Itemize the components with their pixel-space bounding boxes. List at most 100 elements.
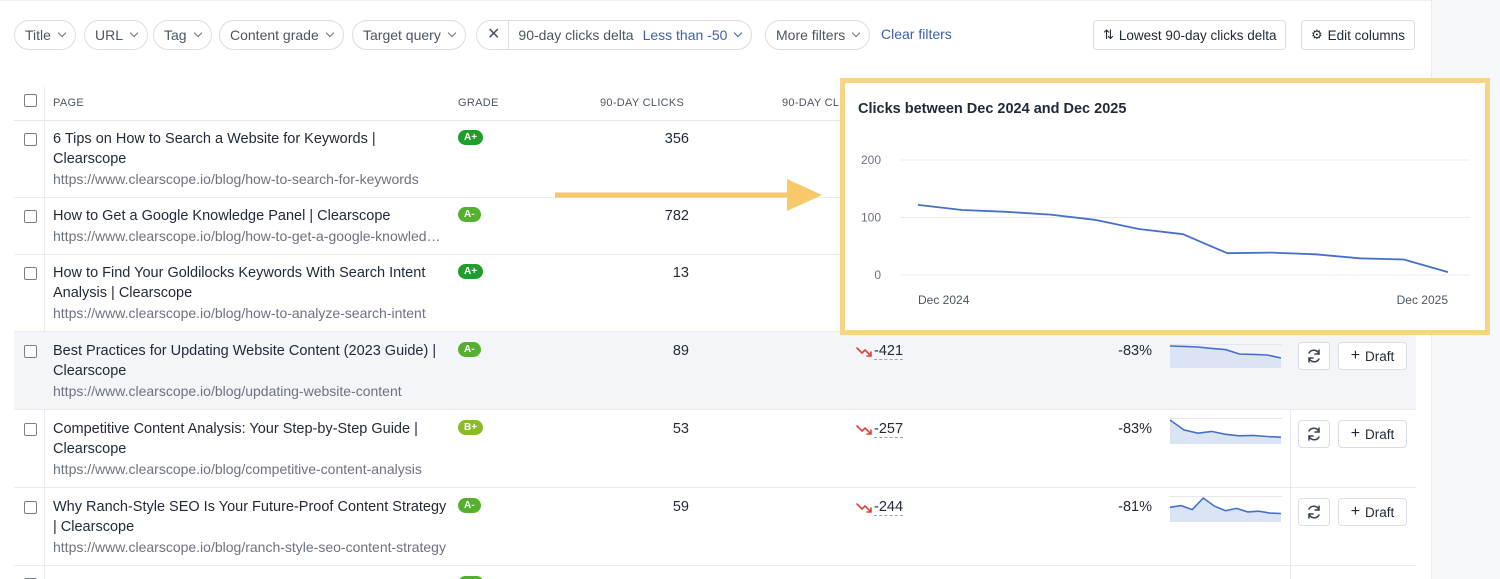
grade-badge: A- <box>458 207 481 222</box>
close-icon[interactable]: ✕ <box>487 26 501 43</box>
draft-button[interactable]: + Draft <box>1338 342 1407 370</box>
refresh-button[interactable] <box>1298 498 1330 526</box>
header-clicks[interactable]: 90-DAY CLICKS <box>600 97 685 109</box>
row-checkbox[interactable] <box>24 267 37 280</box>
active-filter-value: Less than -50 <box>642 27 728 43</box>
row-url[interactable]: https://www.clearscope.io/blog/updating-… <box>53 383 402 399</box>
tag-filter[interactable]: Tag <box>153 20 212 50</box>
sort-button-label: Lowest 90-day clicks delta <box>1118 27 1277 43</box>
sparkline <box>1169 496 1282 522</box>
row-checkbox[interactable] <box>24 133 37 146</box>
row-url[interactable]: https://www.clearscope.io/blog/competiti… <box>53 461 422 477</box>
table-row[interactable]: Best Practices for Updating Website Cont… <box>14 332 1416 410</box>
draft-label: Draft <box>1365 504 1395 520</box>
row-delta: -421 <box>856 343 904 360</box>
chevron-down-icon <box>193 28 202 38</box>
refresh-icon <box>1308 349 1320 363</box>
refresh-button[interactable] <box>1298 342 1330 370</box>
row-pct: -83% <box>1118 343 1152 359</box>
delta-value[interactable]: -257 <box>874 421 904 438</box>
chevron-down-icon <box>129 28 139 38</box>
draft-button[interactable]: + Draft <box>1338 498 1407 526</box>
row-clicks: 53 <box>672 421 689 437</box>
refresh-button[interactable] <box>1298 420 1330 448</box>
target-query-filter[interactable]: Target query <box>352 20 466 50</box>
content-grade-filter[interactable]: Content grade <box>219 20 344 50</box>
trend-down-icon <box>856 502 872 513</box>
content-grade-filter-label: Content grade <box>230 27 319 43</box>
row-title[interactable]: How to Get a Google Knowledge Panel | Cl… <box>53 208 391 224</box>
row-title[interactable]: 6 Tips on How to Search a Website for Ke… <box>53 131 376 167</box>
callout-arrow <box>555 179 822 211</box>
line-chart: 0 100 200 Dec 2024 Dec 2025 <box>861 153 1470 307</box>
y-tick-label: 0 <box>874 268 881 282</box>
row-title[interactable]: Competitive Content Analysis: Your Step-… <box>53 421 418 457</box>
header-page[interactable]: PAGE <box>53 97 84 109</box>
sparkline-area <box>1170 346 1281 368</box>
chevron-down-icon <box>447 28 457 38</box>
gear-icon: ⚙ <box>1311 27 1323 42</box>
sparkline-line <box>1169 419 1282 438</box>
y-tick-label: 100 <box>861 211 881 225</box>
more-filters-label: More filters <box>776 27 846 43</box>
table-row[interactable]: Why Ranch-Style SEO Is Your Future-Proof… <box>14 488 1416 566</box>
row-clicks: 782 <box>664 208 689 224</box>
row-checkbox[interactable] <box>24 345 37 358</box>
header-clicks-delta[interactable]: 90-DAY CL <box>782 97 840 109</box>
url-filter[interactable]: URL <box>84 20 149 50</box>
row-clicks: 356 <box>664 131 689 147</box>
sparkline <box>1169 418 1282 444</box>
row-delta: -244 <box>856 499 904 516</box>
table-row[interactable]: How to Get a Google Knowledge Panel | Cl… <box>14 198 1416 255</box>
active-filter-label: 90-day clicks delta <box>518 27 634 43</box>
row-url[interactable]: https://www.clearscope.io/blog/how-to-ge… <box>53 228 448 244</box>
clear-filters-link[interactable]: Clear filters <box>881 26 952 42</box>
table-row[interactable]: Competitive Content Analysis: Your Step-… <box>14 410 1416 488</box>
row-pct: -83% <box>1118 421 1152 437</box>
title-filter[interactable]: Title <box>14 20 76 50</box>
row-checkbox[interactable] <box>24 210 37 223</box>
sort-button[interactable]: ⇅ Lowest 90-day clicks delta <box>1093 20 1287 50</box>
row-title[interactable]: Why Ranch-Style SEO Is Your Future-Proof… <box>53 499 447 535</box>
grade-badge: A- <box>458 498 481 513</box>
chip-divider <box>508 21 510 49</box>
clicks-chart-popover: Clicks between Dec 2024 and Dec 2025 0 10… <box>840 78 1490 335</box>
edit-columns-label: Edit columns <box>1327 27 1405 43</box>
delta-value[interactable]: -421 <box>874 343 904 360</box>
sparkline-line <box>1169 496 1282 515</box>
table-row[interactable] <box>14 566 1416 579</box>
x-tick-label: Dec 2025 <box>1397 293 1449 307</box>
table-header: PAGE GRADE 90-DAY CLICKS 90-DAY CL <box>14 87 1416 121</box>
trend-down-icon <box>856 346 872 357</box>
row-clicks: 59 <box>672 499 689 515</box>
header-grade[interactable]: GRADE <box>458 97 499 109</box>
row-url[interactable]: https://www.clearscope.io/blog/how-to-se… <box>53 171 419 187</box>
active-filter-chip[interactable]: ✕ 90-day clicks delta Less than -50 <box>476 20 753 50</box>
draft-label: Draft <box>1365 426 1395 442</box>
row-pct: -81% <box>1118 499 1152 515</box>
chevron-down-icon <box>57 28 67 38</box>
title-filter-label: Title <box>25 27 51 43</box>
draft-button[interactable]: + Draft <box>1338 420 1407 448</box>
chevron-down-icon <box>851 28 861 38</box>
x-tick-label: Dec 2024 <box>918 293 970 307</box>
url-filter-label: URL <box>95 27 124 43</box>
row-title[interactable]: How to Find Your Goldilocks Keywords Wit… <box>53 265 426 301</box>
row-url[interactable]: https://www.clearscope.io/blog/how-to-an… <box>53 305 426 321</box>
grade-badge <box>458 576 484 579</box>
trend-down-icon <box>856 424 872 435</box>
row-checkbox[interactable] <box>24 423 37 436</box>
target-query-filter-label: Target query <box>363 27 441 43</box>
edit-columns-button[interactable]: ⚙ Edit columns <box>1301 20 1415 50</box>
draft-label: Draft <box>1365 348 1395 364</box>
table-row[interactable]: How to Find Your Goldilocks Keywords Wit… <box>14 255 1416 332</box>
delta-value[interactable]: -244 <box>874 499 904 516</box>
y-tick-label: 200 <box>861 153 881 167</box>
more-filters-button[interactable]: More filters <box>765 20 871 50</box>
row-url[interactable]: https://www.clearscope.io/blog/ranch-sty… <box>53 539 446 555</box>
plus-icon: + <box>1350 425 1361 442</box>
row-title[interactable]: Best Practices for Updating Website Cont… <box>53 343 437 379</box>
row-checkbox[interactable] <box>24 501 37 514</box>
select-all-checkbox[interactable] <box>24 94 37 107</box>
series-line <box>917 204 1449 273</box>
